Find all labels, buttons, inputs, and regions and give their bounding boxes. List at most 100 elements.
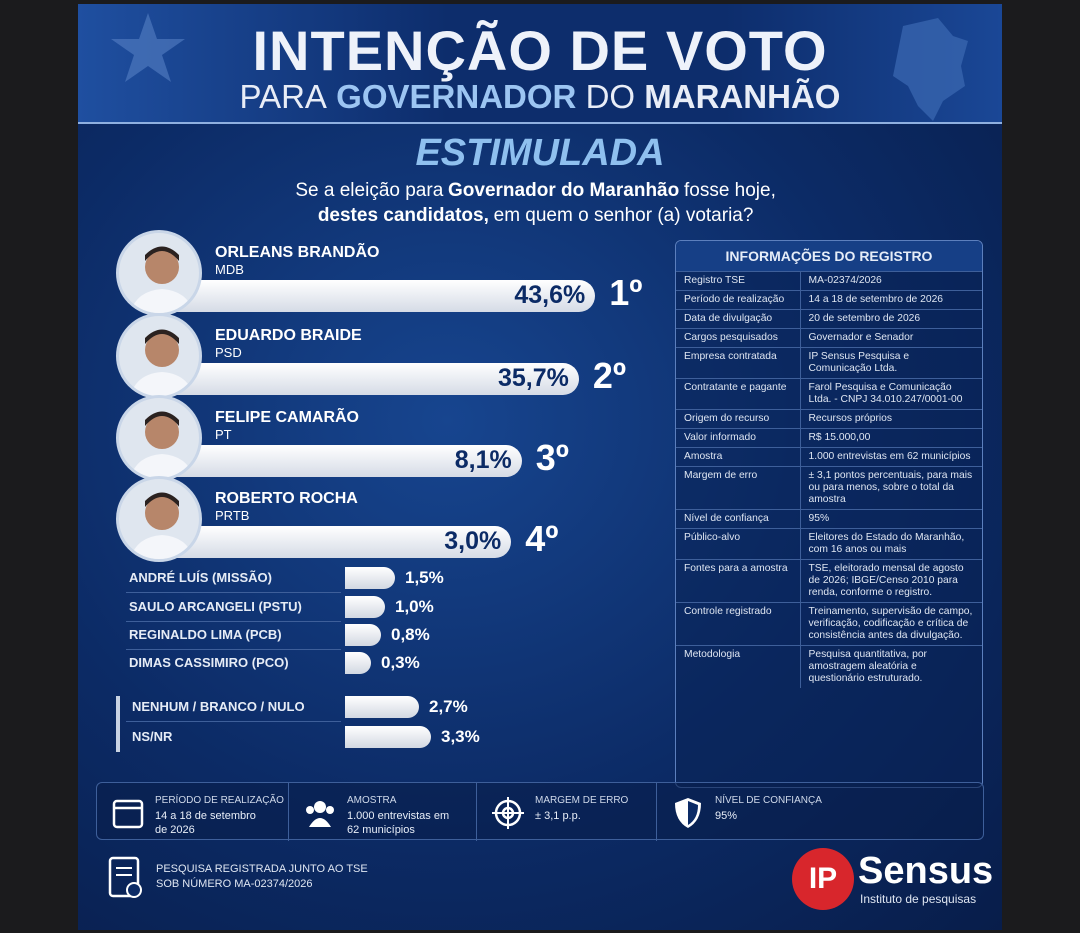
logo-mark: IP [792, 848, 854, 910]
avatar [130, 411, 194, 478]
registry-label: Amostra [676, 447, 801, 467]
registry-label: Público-alvo [676, 528, 801, 560]
question-part: Governador do Maranhão [448, 180, 680, 201]
summary-item: PERÍODO DE REALIZAÇÃO 14 a 18 de setembro… [97, 783, 289, 841]
registry-row: Amostra 1.000 entrevistas em 62 município… [676, 447, 982, 467]
question-part: em quem o senhor (a) votaria? [493, 205, 754, 226]
subtitle: PARA GOVERNADOR DO MARANHÃO [78, 78, 1002, 116]
registry-row: Nível de confiança 95% [676, 509, 982, 529]
logo-tagline: Instituto de pesquisas [860, 892, 977, 906]
document-icon [108, 856, 142, 898]
registration-note: PESQUISA REGISTRADA JUNTO AO TSE SOB NÚM… [156, 862, 368, 892]
registry-row: Cargos pesquisados Governador e Senador [676, 328, 982, 348]
registration-line: SOB NÚMERO MA-02374/2026 [156, 878, 313, 890]
row-label: ANDRÉ LUÍS (MISSÃO) [129, 570, 272, 585]
row-label: NS/NR [132, 729, 173, 744]
registry-value: Treinamento, supervisão de campo, verifi… [800, 602, 982, 646]
registry-label: Nível de confiança [676, 509, 801, 529]
question: Se a eleição para Governador do Maranhão f… [218, 178, 858, 228]
value-label: 0,3% [381, 653, 420, 672]
summary-label: MARGEM DE ERRO [535, 795, 629, 806]
registry-row: Valor informado R$ 15.000,00 [676, 428, 982, 448]
summary-value: 14 a 18 de setembro de 2026 [155, 810, 256, 836]
summary-icon [111, 795, 145, 836]
bar [170, 445, 522, 477]
summary-icon [491, 795, 525, 836]
bar [345, 726, 431, 748]
divider [126, 592, 341, 593]
value-label: 8,1% [454, 446, 512, 474]
bar [345, 567, 395, 589]
bar [170, 363, 579, 395]
map-icon [893, 18, 968, 121]
summary-icon [303, 795, 337, 836]
summary-icon [671, 795, 705, 836]
registry-label: Registro TSE [676, 271, 801, 291]
registry-row: Margem de erro ± 3,1 pontos percentuais, … [676, 466, 982, 510]
registry-value: Recursos próprios [800, 409, 982, 429]
registry-value: Pesquisa quantitativa, por amostragem al… [800, 645, 982, 688]
candidate-name: ORLEANS BRANDÃO [215, 244, 380, 261]
section-title: ESTIMULADA [415, 132, 665, 174]
row-label: SAULO ARCANGELI (PSTU) [129, 599, 302, 614]
title: INTENÇÃO DE VOTO [252, 19, 828, 82]
value-label: 35,7% [498, 364, 569, 392]
rank: 2º [592, 355, 627, 396]
subtitle-part: PARA [239, 78, 327, 115]
registry-value: 1.000 entrevistas em 62 municípios [800, 447, 982, 467]
registry-label: Período de realização [676, 290, 801, 310]
candidate-photo [116, 230, 202, 316]
registry-label: Data de divulgação [676, 309, 801, 329]
rank: 1º [609, 272, 643, 313]
registry-value: Farol Pesquisa e Comunicação Ltda. - CNP… [800, 378, 982, 410]
bar [345, 652, 371, 674]
bar [345, 596, 385, 618]
candidate-name: EDUARDO BRAIDE [215, 327, 362, 344]
registry-row: Metodologia Pesquisa quantitativa, por am… [676, 645, 982, 688]
value-label: 0,8% [391, 625, 430, 644]
logo-name: Sensus [858, 850, 994, 892]
summary-item: NÍVEL DE CONFIANÇA 95% [657, 783, 857, 841]
icon [492, 797, 524, 829]
bar [170, 280, 596, 312]
value-label: 3,0% [444, 527, 502, 555]
candidate-party: MDB [215, 262, 244, 277]
bar [345, 624, 381, 646]
rank: 3º [535, 437, 569, 478]
summary-value: 95% [715, 810, 738, 822]
divider [126, 649, 341, 650]
registry-panel: INFORMAÇÕES DO REGISTRO Registro TSE MA-0… [675, 240, 983, 788]
registry-row: Data de divulgação 20 de setembro de 2026 [676, 309, 982, 329]
avatar [130, 492, 194, 559]
registry-row: Registro TSE MA-02374/2026 [676, 271, 982, 291]
bar [170, 526, 512, 558]
registry-title: INFORMAÇÕES DO REGISTRO [676, 241, 982, 271]
registry-value: IP Sensus Pesquisa e Comunicação Ltda. [800, 347, 982, 379]
value-label: 3,3% [441, 727, 480, 746]
summary-label: PERÍODO DE REALIZAÇÃO [155, 795, 284, 806]
question-part: fosse hoje, [683, 180, 776, 201]
summary-value: ± 3,1 p.p. [535, 810, 581, 822]
candidate-party: PSD [215, 345, 242, 360]
registry-label: Origem do recurso [676, 409, 801, 429]
summary-value: 1.000 entrevistas em 62 municípios [347, 810, 450, 836]
icon [306, 801, 334, 827]
registry-value: Eleitores do Estado do Maranhão, com 16 … [800, 528, 982, 560]
registry-value: 14 a 18 de setembro de 2026 [800, 290, 982, 310]
bar [345, 696, 419, 718]
question-part: destes candidatos, [317, 205, 489, 226]
registry-label: Contratante e pagante [676, 378, 801, 410]
question-part: Se a eleição para [295, 180, 444, 201]
row-label: REGINALDO LIMA (PCB) [129, 627, 282, 642]
avatar [130, 329, 194, 396]
value-label: 43,6% [514, 281, 586, 309]
registry-label: Margem de erro [676, 466, 801, 510]
row-label: NENHUM / BRANCO / NULO [132, 699, 305, 714]
icon [675, 798, 701, 828]
registry-row: Origem do recurso Recursos próprios [676, 409, 982, 429]
registry-value: R$ 15.000,00 [800, 428, 982, 448]
subtitle-part: GOVERNADOR [336, 78, 577, 115]
star-icon [111, 13, 185, 82]
registry-row: Empresa contratada IP Sensus Pesquisa e C… [676, 347, 982, 379]
summary-label: AMOSTRA [347, 795, 397, 806]
